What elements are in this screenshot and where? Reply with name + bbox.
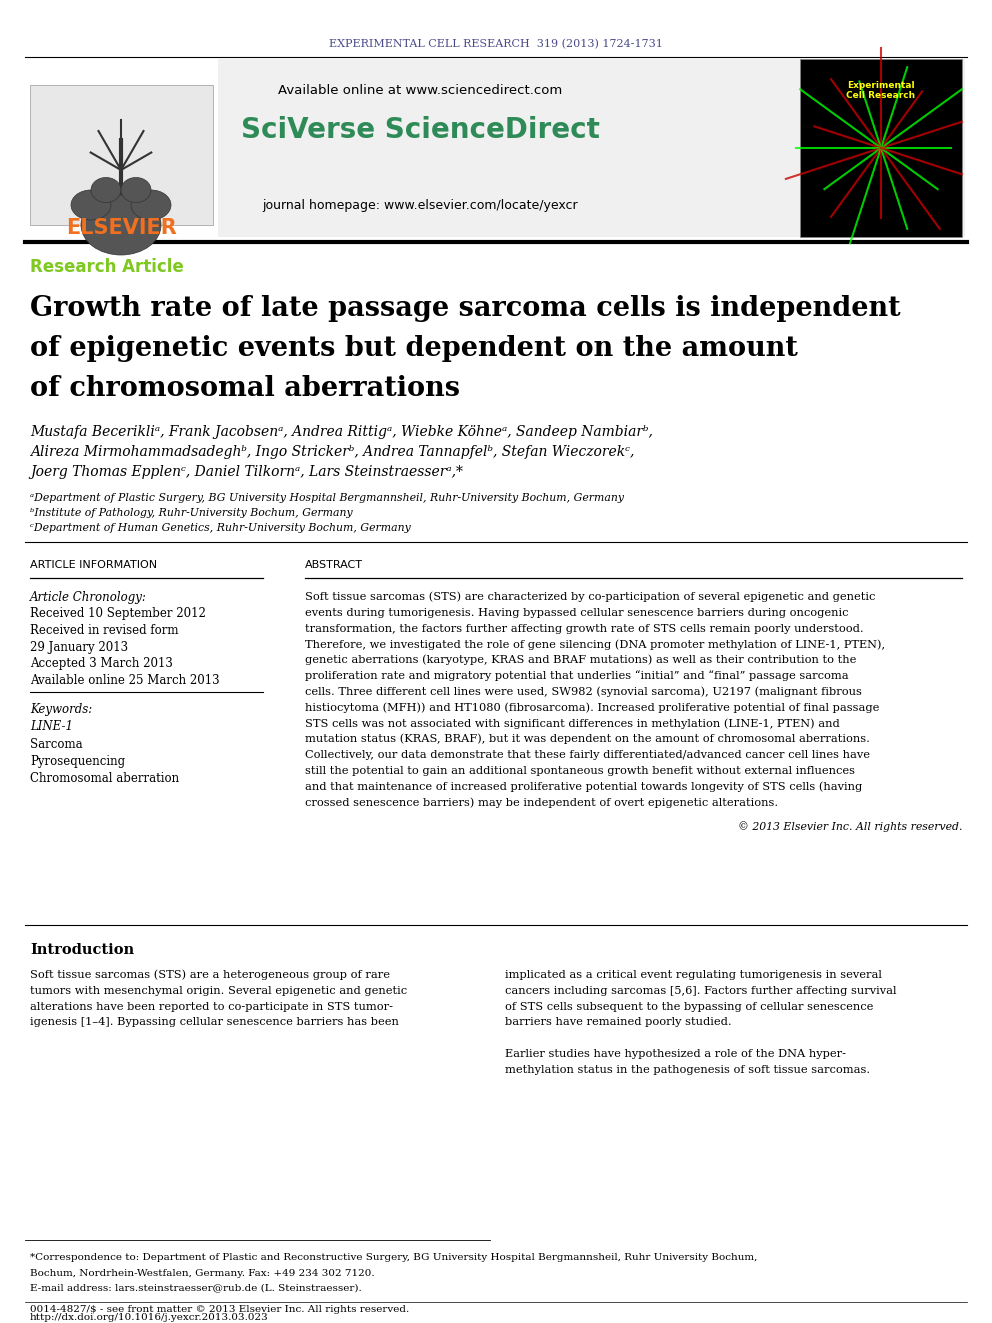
Bar xyxy=(25,60,965,237)
Text: cells. Three different cell lines were used, SW982 (synovial sarcoma), U2197 (ma: cells. Three different cell lines were u… xyxy=(305,687,862,697)
Bar xyxy=(800,60,962,237)
Ellipse shape xyxy=(81,194,161,255)
Text: ARTICLE INFORMATION: ARTICLE INFORMATION xyxy=(30,560,157,570)
Text: *Correspondence to: Department of Plastic and Reconstructive Surgery, BG Univers: *Correspondence to: Department of Plasti… xyxy=(30,1253,757,1262)
Text: mutation status (KRAS, BRAF), but it was dependent on the amount of chromosomal : mutation status (KRAS, BRAF), but it was… xyxy=(305,734,870,745)
Text: implicated as a critical event regulating tumorigenesis in several: implicated as a critical event regulatin… xyxy=(505,970,882,980)
Text: of chromosomal aberrations: of chromosomal aberrations xyxy=(30,374,460,401)
Bar xyxy=(30,85,213,225)
Text: Accepted 3 March 2013: Accepted 3 March 2013 xyxy=(30,658,173,671)
Text: Sarcoma: Sarcoma xyxy=(30,737,82,750)
Text: ᵇInstitute of Pathology, Ruhr-University Bochum, Germany: ᵇInstitute of Pathology, Ruhr-University… xyxy=(30,508,352,519)
Text: Bochum, Nordrhein-Westfalen, Germany. Fax: +49 234 302 7120.: Bochum, Nordrhein-Westfalen, Germany. Fa… xyxy=(30,1269,375,1278)
Text: Article Chronology:: Article Chronology: xyxy=(30,590,147,603)
Text: tumors with mesenchymal origin. Several epigenetic and genetic: tumors with mesenchymal origin. Several … xyxy=(30,986,407,996)
Text: histiocytoma (MFH)) and HT1080 (fibrosarcoma). Increased proliferative potential: histiocytoma (MFH)) and HT1080 (fibrosar… xyxy=(305,703,879,713)
Text: igenesis [1–4]. Bypassing cellular senescence barriers has been: igenesis [1–4]. Bypassing cellular senes… xyxy=(30,1017,399,1028)
Text: Introduction: Introduction xyxy=(30,943,134,957)
Text: Soft tissue sarcomas (STS) are characterized by co-participation of several epig: Soft tissue sarcomas (STS) are character… xyxy=(305,591,875,602)
Ellipse shape xyxy=(71,191,111,220)
Text: proliferation rate and migratory potential that underlies “initial” and “final” : proliferation rate and migratory potenti… xyxy=(305,671,848,681)
Text: Pyrosequencing: Pyrosequencing xyxy=(30,754,125,767)
Text: crossed senescence barriers) may be independent of overt epigenetic alterations.: crossed senescence barriers) may be inde… xyxy=(305,798,778,807)
Ellipse shape xyxy=(121,177,151,202)
Text: and that maintenance of increased proliferative potential towards longevity of S: and that maintenance of increased prolif… xyxy=(305,782,862,792)
Text: alterations have been reported to co-participate in STS tumor-: alterations have been reported to co-par… xyxy=(30,1002,393,1012)
Text: © 2013 Elsevier Inc. All rights reserved.: © 2013 Elsevier Inc. All rights reserved… xyxy=(737,820,962,832)
Text: transformation, the factors further affecting growth rate of STS cells remain po: transformation, the factors further affe… xyxy=(305,623,864,634)
Text: E-mail address: lars.steinstraesser@rub.de (L. Steinstraesser).: E-mail address: lars.steinstraesser@rub.… xyxy=(30,1283,362,1293)
Text: Received 10 September 2012: Received 10 September 2012 xyxy=(30,607,206,620)
Text: STS cells was not associated with significant differences in methylation (LINE-1: STS cells was not associated with signif… xyxy=(305,718,840,729)
Text: Available online 25 March 2013: Available online 25 March 2013 xyxy=(30,675,219,688)
Text: cancers including sarcomas [5,6]. Factors further affecting survival: cancers including sarcomas [5,6]. Factor… xyxy=(505,986,897,996)
Text: Soft tissue sarcomas (STS) are a heterogeneous group of rare: Soft tissue sarcomas (STS) are a heterog… xyxy=(30,970,390,980)
Text: EXPERIMENTAL CELL RESEARCH  319 (2013) 1724-1731: EXPERIMENTAL CELL RESEARCH 319 (2013) 17… xyxy=(329,38,663,49)
Text: Keywords:: Keywords: xyxy=(30,704,92,717)
Text: methylation status in the pathogenesis of soft tissue sarcomas.: methylation status in the pathogenesis o… xyxy=(505,1065,870,1074)
Text: still the potential to gain an additional spontaneous growth benefit without ext: still the potential to gain an additiona… xyxy=(305,766,855,775)
Text: Chromosomal aberration: Chromosomal aberration xyxy=(30,771,180,785)
Text: 29 January 2013: 29 January 2013 xyxy=(30,640,128,654)
Text: http://dx.doi.org/10.1016/j.yexcr.2013.03.023: http://dx.doi.org/10.1016/j.yexcr.2013.0… xyxy=(30,1314,269,1323)
Text: Joerg Thomas Epplenᶜ, Daniel Tilkornᵃ, Lars Steinstraesserᵃ,*: Joerg Thomas Epplenᶜ, Daniel Tilkornᵃ, L… xyxy=(30,464,463,479)
Bar xyxy=(25,60,218,237)
Text: ᶜDepartment of Human Genetics, Ruhr-University Bochum, Germany: ᶜDepartment of Human Genetics, Ruhr-Univ… xyxy=(30,523,411,533)
Text: Available online at www.sciencedirect.com: Available online at www.sciencedirect.co… xyxy=(278,83,562,97)
Text: ELSEVIER: ELSEVIER xyxy=(65,218,177,238)
Text: Alireza Mirmohammadsadeghᵇ, Ingo Strickerᵇ, Andrea Tannapfelᵇ, Stefan Wieczorekᶜ: Alireza Mirmohammadsadeghᵇ, Ingo Stricke… xyxy=(30,445,634,459)
Text: journal homepage: www.elsevier.com/locate/yexcr: journal homepage: www.elsevier.com/locat… xyxy=(262,198,577,212)
Text: of epigenetic events but dependent on the amount: of epigenetic events but dependent on th… xyxy=(30,335,798,361)
Text: ABSTRACT: ABSTRACT xyxy=(305,560,363,570)
Text: Experimental: Experimental xyxy=(847,81,915,90)
Text: ᵃDepartment of Plastic Surgery, BG University Hospital Bergmannsheil, Ruhr-Unive: ᵃDepartment of Plastic Surgery, BG Unive… xyxy=(30,493,624,503)
Ellipse shape xyxy=(131,191,171,220)
Text: 0014-4827/$ - see front matter © 2013 Elsevier Inc. All rights reserved.: 0014-4827/$ - see front matter © 2013 El… xyxy=(30,1306,410,1315)
Text: Collectively, our data demonstrate that these fairly differentiated/advanced can: Collectively, our data demonstrate that … xyxy=(305,750,870,759)
Text: genetic aberrations (karyotype, KRAS and BRAF mutations) as well as their contri: genetic aberrations (karyotype, KRAS and… xyxy=(305,655,856,665)
Text: of STS cells subsequent to the bypassing of cellular senescence: of STS cells subsequent to the bypassing… xyxy=(505,1002,873,1012)
Text: events during tumorigenesis. Having bypassed cellular senescence barriers during: events during tumorigenesis. Having bypa… xyxy=(305,607,848,618)
Text: Research Article: Research Article xyxy=(30,258,184,277)
Text: SciVerse ScienceDirect: SciVerse ScienceDirect xyxy=(241,116,599,144)
Text: LINE-1: LINE-1 xyxy=(30,721,73,733)
Text: Growth rate of late passage sarcoma cells is independent: Growth rate of late passage sarcoma cell… xyxy=(30,295,901,321)
Text: Mustafa Becerikliᵃ, Frank Jacobsenᵃ, Andrea Rittigᵃ, Wiebke Köhneᵃ, Sandeep Namb: Mustafa Becerikliᵃ, Frank Jacobsenᵃ, And… xyxy=(30,425,653,439)
Text: Received in revised form: Received in revised form xyxy=(30,624,179,638)
Text: Earlier studies have hypothesized a role of the DNA hyper-: Earlier studies have hypothesized a role… xyxy=(505,1049,846,1058)
Text: Cell Research: Cell Research xyxy=(846,91,916,101)
Ellipse shape xyxy=(91,177,121,202)
Text: Therefore, we investigated the role of gene silencing (DNA promoter methylation : Therefore, we investigated the role of g… xyxy=(305,639,885,650)
Text: barriers have remained poorly studied.: barriers have remained poorly studied. xyxy=(505,1017,732,1028)
